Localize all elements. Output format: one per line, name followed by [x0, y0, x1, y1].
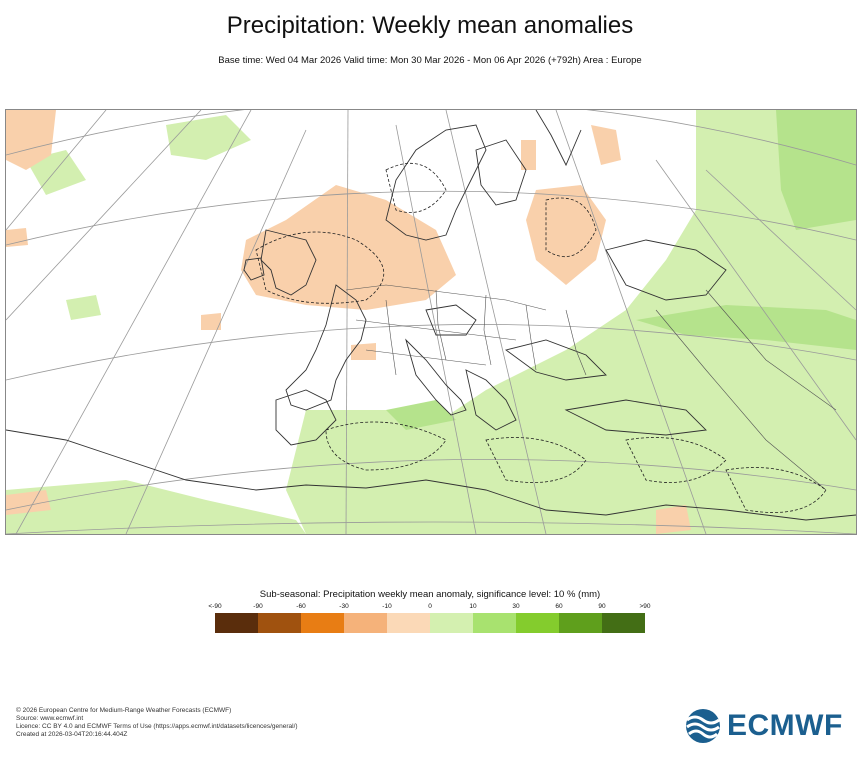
footer-created: Created at 2026-03-04T20:16:44.404Z: [16, 731, 128, 738]
legend-title: Sub-seasonal: Precipitation weekly mean …: [259, 589, 601, 600]
legend-tick: 30: [512, 603, 520, 610]
legend-color-swatch: [344, 613, 387, 633]
legend-tick: 0: [428, 603, 432, 610]
legend-tick: -30: [339, 603, 349, 610]
legend-ticks: <-90 -90 -60 -30 -10 0 10 30 60 90 >90: [208, 603, 650, 613]
ecmwf-logo-text: ECMWF: [727, 709, 843, 742]
legend-tick: -60: [296, 603, 306, 610]
europe-anomaly-map: [5, 109, 857, 535]
footer-licence: Licence: CC BY 4.0 and ECMWF Terms of Us…: [16, 723, 298, 730]
footer-source: Source: www.ecmwf.int: [16, 715, 84, 722]
map-title: Precipitation: Weekly mean anomalies: [226, 12, 634, 39]
legend-tick: -90: [253, 603, 263, 610]
significance-contours: [255, 162, 827, 513]
legend-color-swatch: [387, 613, 430, 633]
footer: © 2026 European Centre for Medium-Range …: [16, 707, 298, 739]
legend-color-swatch: [473, 613, 516, 633]
footer-copyright: © 2026 European Centre for Medium-Range …: [16, 707, 232, 714]
country-borders: [345, 284, 837, 491]
legend-tick: >90: [639, 603, 651, 610]
legend-tick: 60: [555, 603, 563, 610]
ecmwf-logo: ECMWF: [683, 708, 843, 744]
legend-color-swatch: [258, 613, 301, 633]
ecmwf-logo-icon: [686, 709, 720, 743]
legend-color-swatch: [559, 613, 602, 633]
legend-color-swatch: [602, 613, 645, 633]
legend-tick: -10: [382, 603, 392, 610]
legend-colorbar: [215, 613, 645, 633]
legend-color-swatch: [301, 613, 344, 633]
legend-color-swatch: [430, 613, 473, 633]
graticule: [6, 110, 856, 534]
map-subtitle: Base time: Wed 04 Mar 2026 Valid time: M…: [218, 55, 642, 66]
map-svg: [6, 110, 856, 534]
legend-tick: 10: [469, 603, 477, 610]
legend-tick: 90: [598, 603, 606, 610]
legend-tick: <-90: [208, 603, 222, 610]
legend-color-swatch: [516, 613, 559, 633]
dry-anomaly-areas: [6, 110, 691, 534]
legend-color-swatch: [215, 613, 258, 633]
